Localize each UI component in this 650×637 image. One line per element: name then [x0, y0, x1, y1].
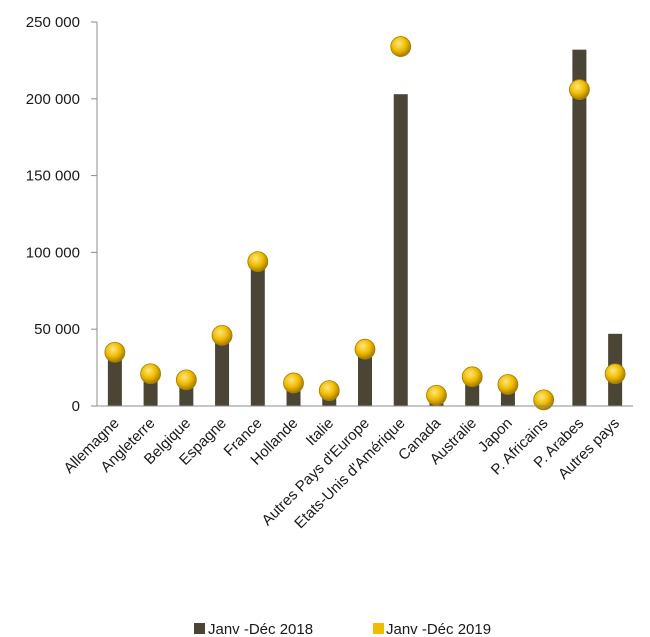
point-2019	[604, 363, 626, 385]
legend-swatch-2019	[373, 623, 384, 634]
bar-2018	[465, 382, 480, 406]
point-2019	[390, 36, 412, 57]
point-2019	[461, 366, 483, 388]
point-2019	[318, 380, 340, 402]
point-2019	[211, 324, 233, 346]
point-2019	[175, 369, 197, 391]
point-2019	[497, 374, 519, 395]
bar-2018	[215, 341, 230, 406]
y-tick-label: 200 000	[26, 91, 80, 108]
y-tick-label: 150 000	[26, 168, 80, 185]
point-2019	[533, 389, 555, 411]
bar-series-2018	[107, 49, 623, 406]
x-axis: AllemagneAngleterreBelgiqueEspagneFrance…	[61, 405, 633, 532]
legend: Janv -Déc 2018 Janv -Déc 2019	[194, 621, 491, 637]
point-2019	[354, 338, 376, 360]
y-tick-label: 50 000	[34, 321, 80, 338]
point-2019	[104, 341, 126, 363]
legend-label-2019: Janv -Déc 2019	[386, 621, 491, 637]
bar-2018	[250, 267, 265, 406]
point-series-2019	[104, 36, 626, 411]
y-tick-label: 250 000	[26, 14, 80, 31]
bar-2018	[572, 49, 587, 406]
y-axis: 0 50 000 100 000 150 000 200 000 250 000	[26, 14, 98, 415]
bar-2018	[143, 379, 158, 406]
point-2019	[140, 363, 162, 385]
legend-swatch-2018	[194, 623, 205, 634]
bar-2018	[358, 356, 372, 406]
y-tick-label: 0	[72, 398, 80, 415]
bar-2018	[393, 94, 408, 406]
point-2019	[283, 372, 304, 394]
point-2019	[569, 79, 590, 100]
bar-2018	[179, 386, 194, 406]
y-tick-label: 100 000	[26, 244, 80, 261]
legend-label-2018: Janv -Déc 2018	[208, 621, 313, 637]
point-2019	[426, 384, 447, 406]
bar-2018	[107, 356, 122, 406]
point-2019	[247, 251, 269, 273]
